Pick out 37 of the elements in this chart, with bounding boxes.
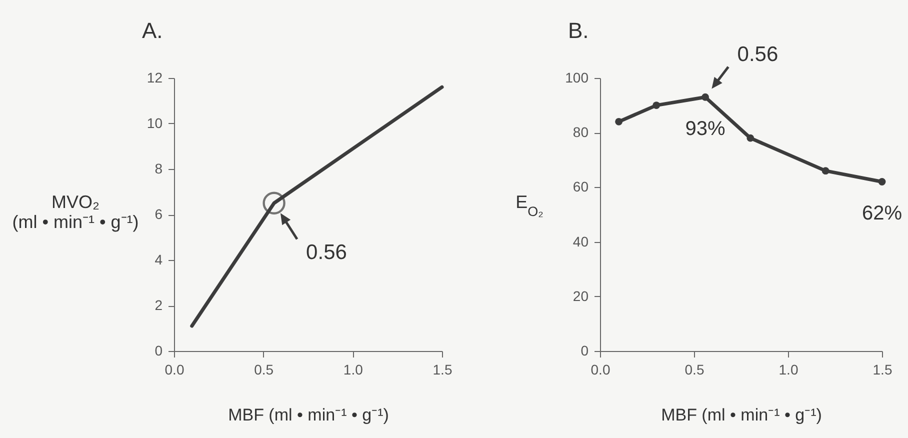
- data-label: 62%: [862, 202, 902, 225]
- y-tick-label: 100: [565, 70, 589, 86]
- y-tick-label: 10: [146, 115, 163, 131]
- y-tick-label: 80: [572, 124, 589, 140]
- x-tick-label: 0.5: [684, 362, 704, 378]
- x-tick-label: 0.5: [254, 362, 274, 378]
- y-tick-label: 60: [572, 178, 589, 195]
- y-tick-label: 0: [154, 342, 163, 358]
- point: [746, 134, 754, 142]
- x-axis-title: MBF (ml • min⁻¹ • g⁻¹): [228, 406, 389, 424]
- y-tick-label: 40: [572, 233, 589, 250]
- y-tick-label: 0: [580, 342, 589, 358]
- x-tick-label: 1.0: [343, 362, 364, 378]
- x-tick-label: 0.0: [590, 362, 610, 378]
- point: [652, 102, 660, 109]
- point: [615, 118, 623, 126]
- point: [822, 167, 830, 175]
- x-tick-label: 1.5: [432, 362, 452, 378]
- chart-title: B.: [568, 18, 589, 44]
- annotation: 0.56: [306, 241, 347, 264]
- x-tick-label: 1.0: [778, 362, 798, 378]
- x-axis-title: MBF (ml • min⁻¹ • g⁻¹): [661, 406, 822, 424]
- x-tick-label: 0.0: [164, 362, 184, 378]
- y-tick-label: 2: [154, 297, 163, 313]
- y-axis-title: E$_{O₂}$: [516, 192, 544, 218]
- data-label: 93%: [685, 118, 726, 140]
- chart-title: A.: [142, 18, 163, 44]
- y-tick-label: 6: [154, 206, 163, 222]
- y-tick-label: 20: [572, 288, 589, 304]
- y-tick-label: 12: [146, 70, 163, 86]
- point: [878, 178, 886, 186]
- y-axis-title: MVO₂ (ml • min⁻¹ • g⁻¹): [12, 192, 139, 232]
- x-tick-label: 1.5: [872, 362, 892, 378]
- point: [702, 93, 709, 101]
- y-tick-label: 8: [154, 160, 163, 176]
- annotation: 0.56: [737, 43, 778, 66]
- y-tick-label: 4: [154, 252, 163, 268]
